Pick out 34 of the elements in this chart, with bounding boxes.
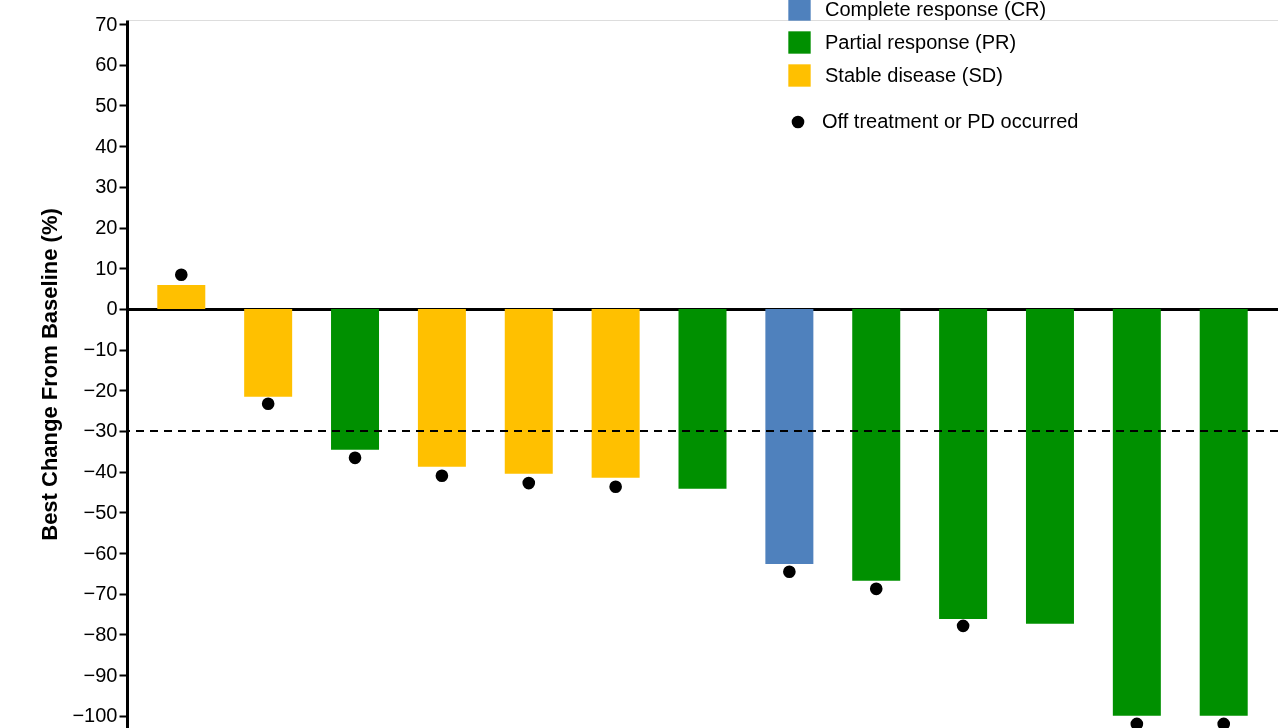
y-axis-title: Best Change From Baseline (%) bbox=[37, 208, 63, 541]
legend-label: Stable disease (SD) bbox=[825, 63, 1003, 86]
y-tick-label: −90 bbox=[83, 663, 118, 686]
y-tick-label: 20 bbox=[95, 216, 118, 239]
y-tick-label: −30 bbox=[83, 419, 118, 442]
point bbox=[1217, 717, 1231, 728]
y-tick-label: −100 bbox=[72, 704, 118, 727]
y-tick-label: −70 bbox=[83, 582, 118, 605]
point bbox=[609, 480, 622, 494]
y-tick-label: −40 bbox=[83, 460, 118, 483]
y-tick-label: 50 bbox=[95, 93, 118, 116]
y-tick-label: 10 bbox=[95, 256, 118, 279]
point bbox=[174, 268, 188, 282]
legend-label: Complete response (CR) bbox=[825, 0, 1047, 20]
y-tick-label: −20 bbox=[83, 378, 118, 401]
legend-label: Off treatment or PD occurred bbox=[822, 110, 1079, 132]
y-tick-label: −60 bbox=[83, 541, 118, 564]
point bbox=[869, 582, 883, 596]
point bbox=[348, 451, 362, 465]
legend-label: Partial response (PR) bbox=[825, 30, 1017, 53]
y-tick-label: 70 bbox=[95, 12, 118, 35]
y-tick-label: 60 bbox=[95, 53, 118, 76]
y-tick-label: 40 bbox=[95, 134, 118, 157]
point bbox=[956, 619, 970, 633]
y-tick-label: 30 bbox=[95, 175, 118, 198]
y-tick-label: −50 bbox=[83, 500, 118, 523]
point bbox=[522, 476, 536, 490]
point bbox=[435, 469, 449, 483]
y-tick-label: −80 bbox=[83, 622, 118, 645]
point bbox=[1130, 717, 1144, 728]
y-tick-label: −10 bbox=[83, 338, 118, 361]
point bbox=[783, 565, 796, 579]
point bbox=[261, 397, 275, 411]
y-tick-label: 0 bbox=[106, 297, 118, 320]
